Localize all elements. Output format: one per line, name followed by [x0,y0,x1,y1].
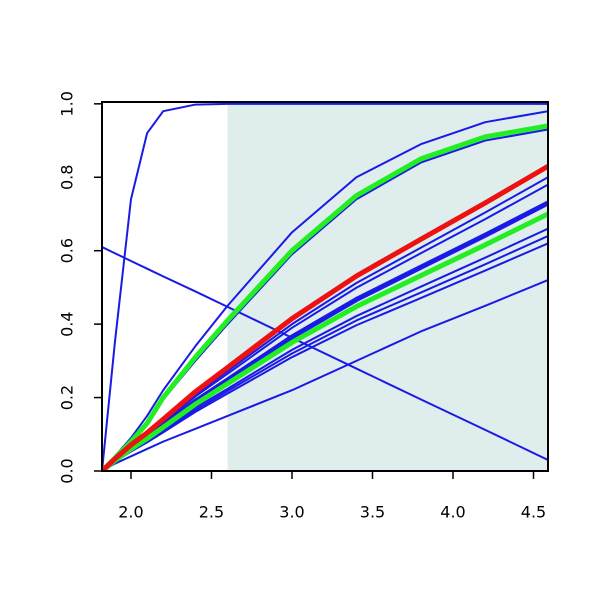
y-tick-label: 0.6 [58,238,77,263]
x-tick-label: 4.0 [440,503,465,522]
line [102,102,548,471]
line [102,246,548,461]
y-tick-label: 0.4 [58,311,77,336]
x-tick-label: 2.0 [118,503,143,522]
y-tick-label: 0.0 [58,458,77,483]
x-tick-label: 4.5 [521,503,546,522]
plot-box [101,101,549,472]
x-tick-label: 2.5 [199,503,224,522]
x-tick-label: 3.5 [360,503,385,522]
y-tick-label: 0.8 [58,165,77,190]
y-tick-label: 1.0 [58,91,77,116]
line [102,279,548,471]
y-tick-label: 0.2 [58,385,77,410]
x-tick-label: 3.0 [279,503,304,522]
line [102,164,548,471]
line [102,211,548,471]
